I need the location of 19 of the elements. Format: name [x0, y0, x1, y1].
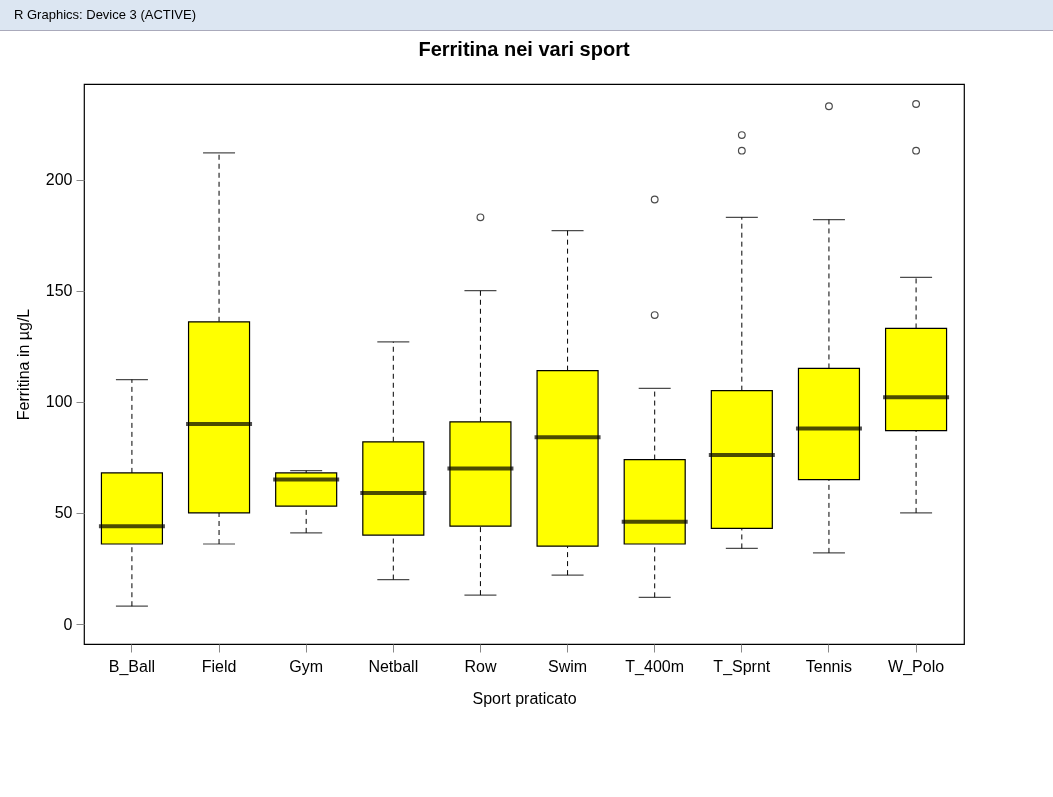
text: R Graphics: Device 3 (ACTIVE): [0, 0, 1053, 31]
y-tick-label: 0: [63, 615, 73, 633]
x-tick-label: Tennis: [805, 657, 853, 675]
y-tick-label: 150: [45, 282, 73, 300]
x-axis-title: Sport praticato: [472, 689, 577, 707]
y-tick-label: 200: [45, 171, 73, 189]
x-tick-label: Swim: [548, 657, 588, 675]
x-tick-label: Field: [201, 657, 237, 675]
x-tick-label: B_Ball: [108, 657, 156, 676]
x-tick-label: Netball: [368, 657, 419, 675]
x-tick-label: Gym: [289, 657, 324, 675]
chart-title: Ferritina nei vari sport: [418, 38, 630, 60]
y-tick-label: 50: [54, 504, 73, 522]
x-tick-label: T_Sprnt: [713, 657, 771, 676]
x-tick-label: Row: [464, 657, 497, 675]
y-axis-title: Ferritina in µg/L: [14, 308, 32, 421]
x-tick-label: W_Polo: [888, 657, 945, 676]
x-tick-label: T_400m: [625, 657, 685, 676]
y-tick-label: 100: [45, 393, 73, 411]
